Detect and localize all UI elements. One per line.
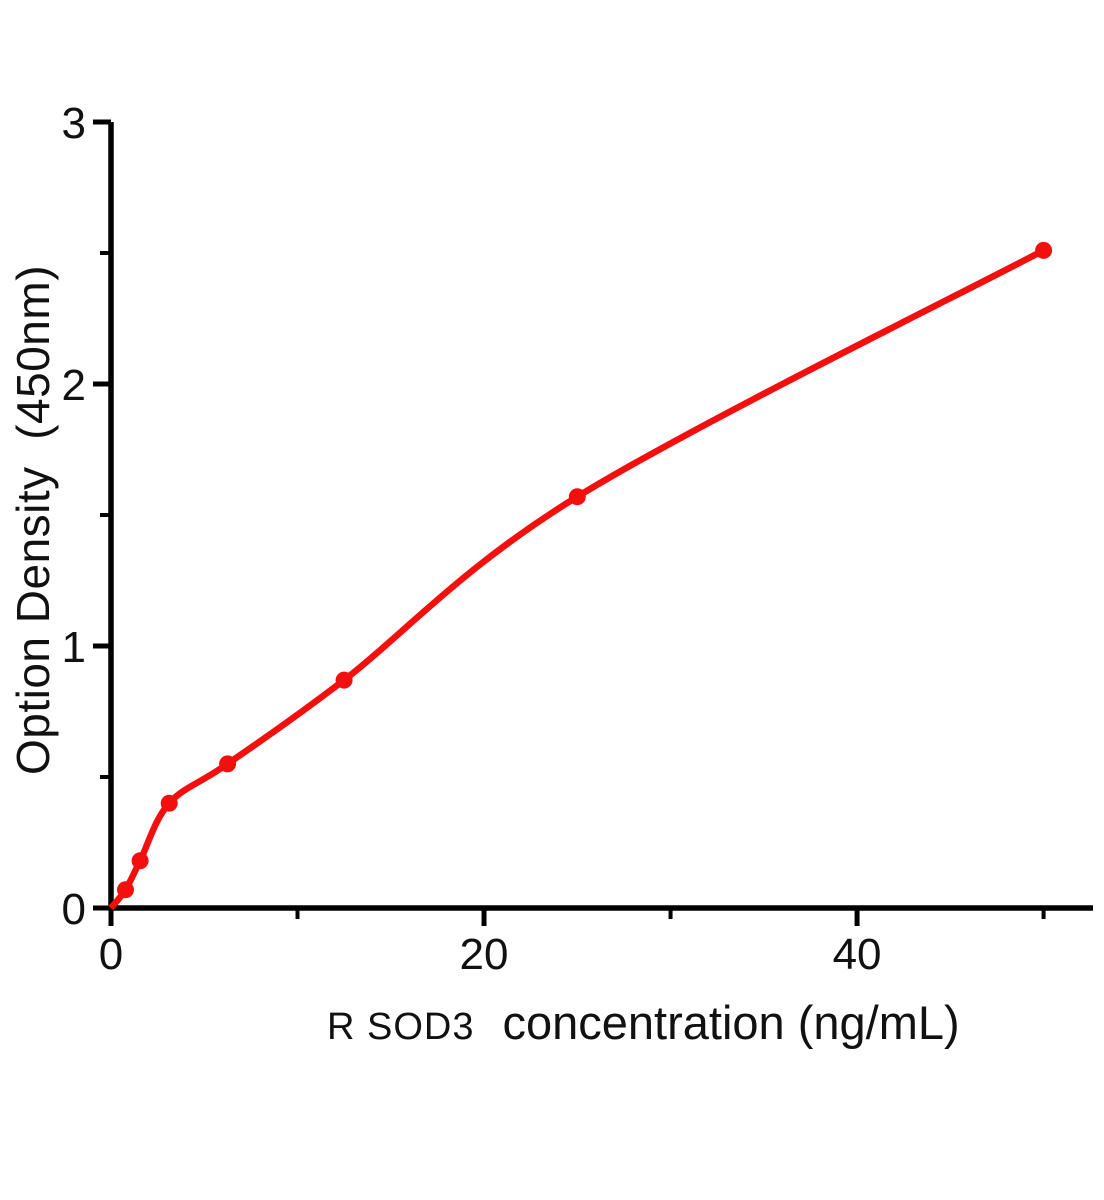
y-tick-label: 2 (62, 361, 86, 410)
data-point (568, 488, 586, 506)
x-tick-label: 0 (99, 930, 123, 979)
data-point (131, 852, 149, 870)
x-axis-title-analyte: R SOD3 (327, 1006, 475, 1048)
x-tick-label: 40 (833, 930, 882, 979)
y-tick-label: 0 (62, 885, 86, 934)
y-axis-title: Option Density (450nm) (7, 264, 59, 776)
data-point (1035, 241, 1053, 259)
y-tick-label: 3 (62, 99, 86, 148)
y-tick-label: 1 (62, 623, 86, 672)
data-point (219, 755, 237, 773)
data-point (335, 671, 353, 689)
fit-curve (108, 247, 1046, 911)
x-axis-title: R SOD3 concentration (ng/mL) (327, 995, 960, 1050)
x-axis-title-text: concentration (ng/mL) (502, 996, 960, 1049)
x-tick-label: 20 (460, 930, 509, 979)
data-point (160, 794, 178, 812)
axes (108, 122, 1093, 911)
data-point (117, 881, 134, 899)
